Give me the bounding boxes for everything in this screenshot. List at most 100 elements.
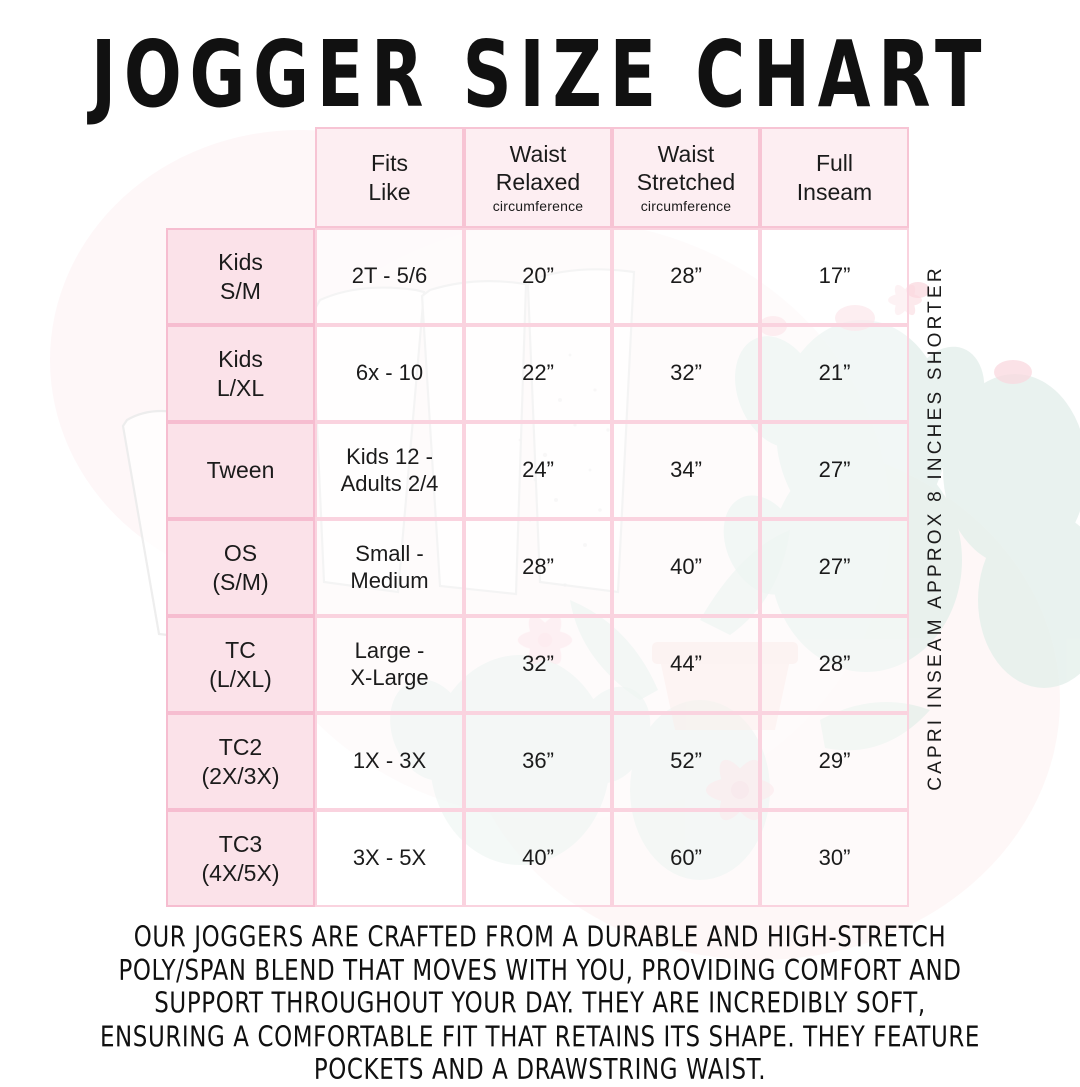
- column-header-waist-stretched: Waist Stretched circumference: [612, 127, 760, 228]
- size-label-line1: Kids: [218, 249, 263, 276]
- waist-relaxed-cell: 28”: [464, 519, 612, 616]
- table-row: Tween Kids 12 - Adults 2/4 24” 34” 27”: [166, 422, 909, 519]
- waist-stretched-cell: 40”: [612, 519, 760, 616]
- column-header-fits-like: Fits Like: [315, 127, 464, 228]
- measurement-value: 22”: [522, 360, 554, 386]
- column-header-line2: Inseam: [796, 178, 873, 205]
- full-inseam-cell: 30”: [760, 810, 909, 907]
- measurement-value: 21”: [818, 360, 851, 386]
- column-header-waist-relaxed: Waist Relaxed circumference: [464, 127, 612, 228]
- waist-relaxed-cell: 40”: [464, 810, 612, 907]
- description-line: ENSURING A COMFORTABLE FIT THAT RETAINS …: [99, 1020, 981, 1054]
- size-label-cell: TC2 (2X/3X): [166, 713, 315, 810]
- column-header-subtitle: circumference: [492, 197, 584, 214]
- full-inseam-cell: 29”: [760, 713, 909, 810]
- waist-relaxed-cell: 22”: [464, 325, 612, 422]
- column-header-line2: Relaxed: [495, 169, 581, 196]
- full-inseam-cell: 27”: [760, 422, 909, 519]
- measurement-value: 44”: [670, 651, 702, 677]
- size-label-line2: S/M: [220, 277, 261, 304]
- table-corner-cell: [166, 127, 315, 228]
- measurement-value: 28”: [522, 554, 554, 580]
- measurement-value: 20”: [522, 263, 554, 289]
- waist-stretched-cell: 28”: [612, 228, 760, 325]
- size-label-line1: Tween: [206, 457, 275, 484]
- size-label-line2: (4X/5X): [201, 859, 280, 886]
- measurement-value: 27”: [818, 554, 851, 580]
- size-label-line2: (L/XL): [209, 665, 272, 692]
- measurement-value: 30”: [818, 845, 851, 871]
- waist-stretched-cell: 52”: [612, 713, 760, 810]
- size-label-line2: (2X/3X): [201, 762, 280, 789]
- fits-like-cell: 6x - 10: [315, 325, 464, 422]
- measurement-value: 29”: [818, 748, 851, 774]
- fits-like-cell: 3X - 5X: [315, 810, 464, 907]
- measurement-value: 24”: [522, 457, 554, 483]
- fits-like-line1: 6x - 10: [355, 360, 424, 386]
- table-header-row: Fits Like Waist Relaxed circumference Wa…: [166, 127, 909, 228]
- size-label-cell: TC (L/XL): [166, 616, 315, 713]
- size-label-cell: Tween: [166, 422, 315, 519]
- table-row: TC (L/XL) Large - X-Large 32” 44” 28”: [166, 616, 909, 713]
- table-row: Kids L/XL 6x - 10 22” 32” 21”: [166, 325, 909, 422]
- table-row: TC2 (2X/3X) 1X - 3X 36” 52” 29”: [166, 713, 909, 810]
- size-label-line2: L/XL: [216, 374, 265, 401]
- capri-inseam-note: CAPRI INSEAM APPROX 8 INCHES SHORTER: [925, 265, 946, 791]
- product-description: OUR JOGGERS ARE CRAFTED FROM A DURABLE A…: [0, 920, 1080, 1087]
- size-label-line1: TC: [225, 637, 256, 664]
- measurement-value: 60”: [670, 845, 702, 871]
- measurement-value: 27”: [818, 457, 851, 483]
- column-header-line2: Stretched: [636, 169, 736, 196]
- size-label-line2: (S/M): [212, 568, 269, 595]
- table-row: Kids S/M 2T - 5/6 20” 28” 17”: [166, 228, 909, 325]
- fits-like-cell: Large - X-Large: [315, 616, 464, 713]
- waist-stretched-cell: 44”: [612, 616, 760, 713]
- waist-stretched-cell: 34”: [612, 422, 760, 519]
- fits-like-line1: Small -: [355, 540, 424, 566]
- waist-relaxed-cell: 20”: [464, 228, 612, 325]
- description-line: OUR JOGGERS ARE CRAFTED FROM A DURABLE A…: [133, 920, 947, 955]
- size-label-cell: TC3 (4X/5X): [166, 810, 315, 907]
- description-line: POLY/SPAN BLEND THAT MOVES WITH YOU, PRO…: [118, 953, 962, 988]
- column-header-subtitle: circumference: [640, 197, 732, 214]
- column-header-full-inseam: Full Inseam: [760, 127, 909, 228]
- column-header-line1: Waist: [509, 141, 567, 168]
- waist-relaxed-cell: 36”: [464, 713, 612, 810]
- full-inseam-cell: 17”: [760, 228, 909, 325]
- fits-like-line2: Adults 2/4: [340, 470, 439, 496]
- table-row: OS (S/M) Small - Medium 28” 40” 27”: [166, 519, 909, 616]
- fits-like-line1: 3X - 5X: [352, 845, 427, 871]
- table-row: TC3 (4X/5X) 3X - 5X 40” 60” 30”: [166, 810, 909, 907]
- measurement-value: 36”: [522, 748, 554, 774]
- column-header-line1: Waist: [657, 141, 715, 168]
- fits-like-cell: Small - Medium: [315, 519, 464, 616]
- full-inseam-cell: 28”: [760, 616, 909, 713]
- column-header-line1: Fits: [370, 150, 409, 177]
- fits-like-line2: X-Large: [350, 664, 429, 690]
- measurement-value: 32”: [670, 360, 702, 386]
- measurement-value: 40”: [670, 554, 702, 580]
- measurement-value: 28”: [670, 263, 702, 289]
- size-chart-table: Fits Like Waist Relaxed circumference Wa…: [166, 127, 909, 907]
- measurement-value: 17”: [818, 263, 851, 289]
- fits-like-line1: 1X - 3X: [352, 748, 427, 774]
- column-header-line1: Full: [815, 150, 854, 177]
- fits-like-line1: 2T - 5/6: [351, 263, 428, 289]
- measurement-value: 40”: [522, 845, 554, 871]
- measurement-value: 34”: [670, 457, 702, 483]
- size-label-cell: OS (S/M): [166, 519, 315, 616]
- full-inseam-cell: 21”: [760, 325, 909, 422]
- size-label-line1: TC2: [218, 734, 263, 761]
- size-label-line1: Kids: [218, 346, 263, 373]
- waist-stretched-cell: 60”: [612, 810, 760, 907]
- fits-like-cell: 2T - 5/6: [315, 228, 464, 325]
- size-label-line1: OS: [223, 540, 258, 567]
- page-title: JOGGER SIZE CHART: [90, 22, 990, 129]
- fits-like-cell: 1X - 3X: [315, 713, 464, 810]
- waist-stretched-cell: 32”: [612, 325, 760, 422]
- description-line: POCKETS AND A DRAWSTRING WAIST.: [313, 1053, 767, 1087]
- waist-relaxed-cell: 32”: [464, 616, 612, 713]
- fits-like-line1: Kids 12 -: [346, 443, 433, 469]
- description-line: SUPPORT THROUGHOUT YOUR DAY. THEY ARE IN…: [154, 986, 926, 1021]
- fits-like-line2: Medium: [350, 567, 429, 593]
